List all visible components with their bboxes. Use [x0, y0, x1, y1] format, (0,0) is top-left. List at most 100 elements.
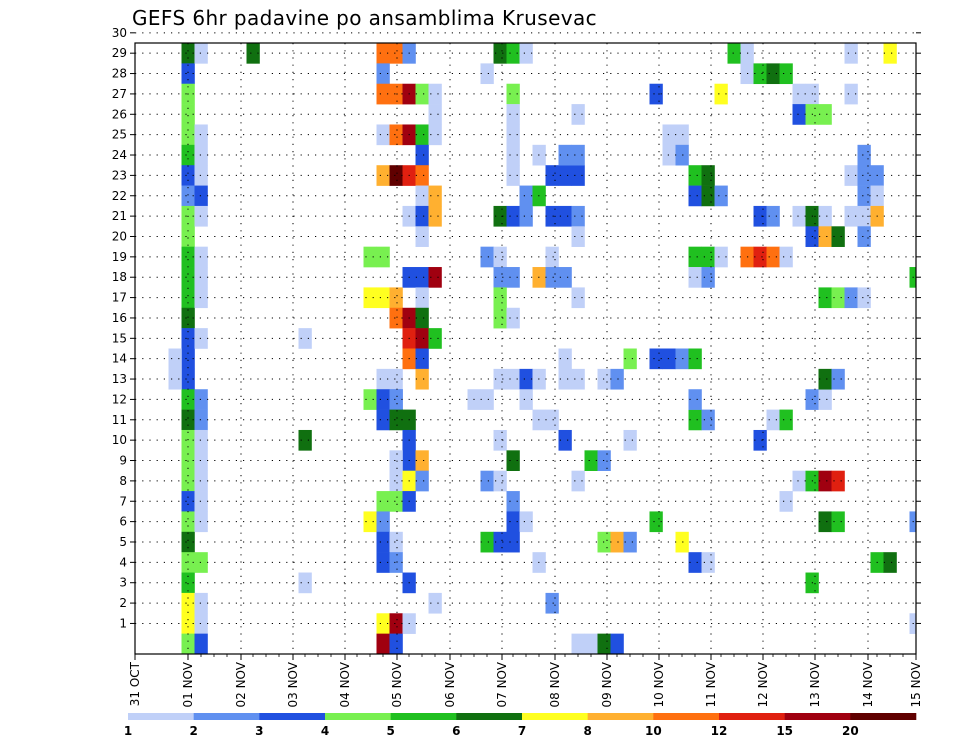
heat-cell [506, 104, 520, 125]
heat-cell [181, 104, 195, 125]
heat-cell [194, 165, 208, 186]
heat-cell [376, 633, 390, 655]
heat-cell [493, 368, 507, 390]
colorbar-label: 5 [386, 724, 394, 738]
heat-cell [493, 205, 507, 227]
heat-cell [181, 165, 195, 186]
heat-cell [480, 246, 494, 268]
heat-cell [389, 491, 403, 512]
heat-cell [844, 287, 858, 309]
heat-cell [246, 43, 260, 64]
heat-cell [181, 531, 195, 553]
heat-cell [545, 267, 559, 288]
colorbar-label: 10 [645, 724, 662, 738]
heat-cell [558, 267, 572, 288]
heat-cell [506, 165, 520, 186]
x-tick-label: 11 NOV [704, 661, 718, 707]
heat-cell [792, 83, 806, 105]
x-tick-label: 15 NOV [909, 661, 923, 707]
heat-cell [428, 124, 442, 146]
heat-cell [181, 409, 195, 431]
y-tick-label: 21 [112, 209, 127, 223]
heat-cell [298, 328, 312, 349]
heat-cell [766, 409, 780, 431]
y-tick-label: 10 [112, 433, 127, 447]
heat-cell [571, 205, 585, 227]
heat-cell [181, 307, 195, 329]
y-tick-label: 13 [112, 372, 127, 386]
heat-cell [766, 63, 780, 85]
heat-cell [389, 409, 403, 431]
heat-cell [506, 43, 520, 64]
heat-cell [714, 185, 728, 207]
heat-cell [688, 165, 702, 186]
heat-cell [194, 409, 208, 431]
colorbar-segment [259, 713, 326, 720]
heat-cell [428, 267, 442, 288]
heat-cell [376, 552, 390, 573]
heat-cell [818, 205, 832, 227]
heat-cell [480, 63, 494, 85]
heat-cell [415, 144, 429, 166]
heat-cell [701, 409, 715, 431]
heat-cell [818, 104, 832, 125]
heat-cell [571, 226, 585, 247]
heat-cell [428, 185, 442, 207]
heat-cell [701, 185, 715, 207]
colorbar-segment [390, 713, 457, 720]
heat-cell [194, 144, 208, 166]
heat-cell [610, 368, 624, 390]
heat-cell [506, 267, 520, 288]
heat-cell [376, 83, 390, 105]
heat-cell [389, 552, 403, 573]
heat-cell [493, 43, 507, 64]
heat-cell [857, 185, 871, 207]
heat-cell [610, 633, 624, 655]
heat-cell [181, 592, 195, 614]
y-tick-label: 3 [119, 576, 127, 590]
heat-cell [506, 531, 520, 553]
heat-cell [415, 348, 429, 370]
heat-cell [376, 368, 390, 390]
heat-cell [649, 83, 663, 105]
heat-cell [181, 491, 195, 512]
heat-cell [363, 246, 377, 268]
heat-cell [571, 633, 585, 655]
heat-cell [506, 124, 520, 146]
heat-cell [545, 246, 559, 268]
heat-cell [181, 429, 195, 451]
heat-cell [818, 368, 832, 390]
heat-cell [558, 429, 572, 451]
heat-cell [493, 287, 507, 309]
heat-cell [857, 165, 871, 186]
heat-cell [181, 287, 195, 309]
heat-cell [415, 226, 429, 247]
heat-cell [818, 511, 832, 533]
heat-cell [363, 389, 377, 410]
x-tick-label: 05 NOV [390, 661, 404, 707]
heat-cell [194, 511, 208, 533]
grid-layer [135, 32, 916, 654]
heat-cell [194, 124, 208, 146]
heat-cell [194, 328, 208, 349]
heat-cell [558, 165, 572, 186]
y-tick-label: 20 [112, 229, 127, 243]
heat-cell [766, 205, 780, 227]
heat-cell [181, 511, 195, 533]
heat-cell [181, 43, 195, 64]
heat-cell [779, 246, 793, 268]
heat-cell [194, 185, 208, 207]
heat-cell [623, 348, 637, 370]
heat-cell [792, 104, 806, 125]
x-tick-label: 14 NOV [861, 661, 875, 707]
heat-cell [506, 511, 520, 533]
x-axis: 31 OCT 01 NOV 02 NOV 03 NOV 04 NOV 05 NOV 06 N… [128, 654, 923, 708]
heat-cell [753, 429, 767, 451]
heat-cell [571, 287, 585, 309]
heat-cell [753, 205, 767, 227]
heat-cell [376, 511, 390, 533]
heat-cell [493, 246, 507, 268]
heat-cell [428, 328, 442, 349]
heat-cell [194, 613, 208, 634]
heat-cell [779, 409, 793, 431]
